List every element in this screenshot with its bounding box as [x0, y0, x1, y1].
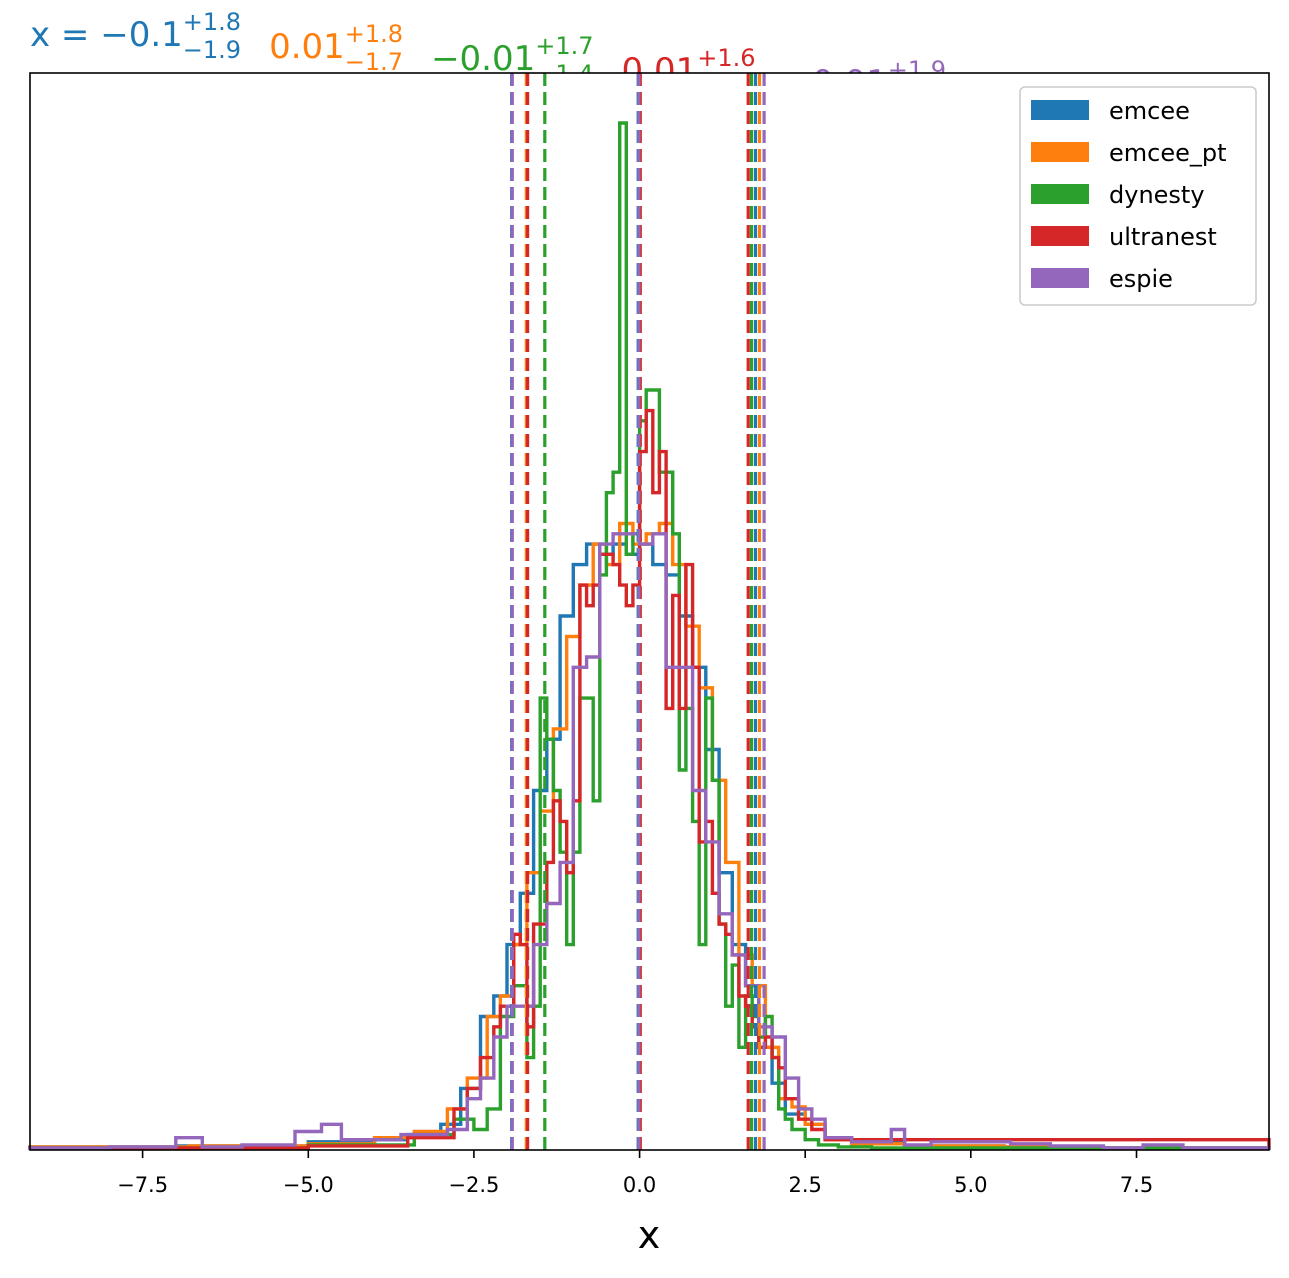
legend-label-emcee: emcee: [1109, 97, 1190, 125]
legend-swatch-espie: [1031, 268, 1089, 288]
x-tick-label: 0.0: [623, 1173, 656, 1197]
plot-frame: [29, 72, 1270, 1151]
series-espie: [28, 532, 1271, 1150]
x-tick-label: 5.0: [954, 1173, 987, 1197]
x-tick-label: −2.5: [448, 1173, 499, 1197]
title-upper-dynesty: +1.7: [535, 32, 593, 60]
x-tick-label: −7.5: [117, 1173, 168, 1197]
legend-swatch-ultranest: [1031, 226, 1089, 246]
title-prefix: x =: [30, 15, 100, 55]
legend-label-dynesty: dynesty: [1109, 181, 1205, 209]
legend-label-emcee_pt: emcee_pt: [1109, 139, 1227, 167]
series-dynesty: [28, 121, 1271, 1150]
title-upper-emcee: +1.8: [183, 8, 241, 36]
title-upper-emcee_pt: +1.8: [345, 20, 403, 48]
title-median-emcee_pt: 0.01: [269, 27, 345, 67]
legend-swatch-emcee_pt: [1031, 142, 1089, 162]
x-tick-label: −5.0: [283, 1173, 334, 1197]
legend-swatch-emcee: [1031, 100, 1089, 120]
x-axis-label: x: [638, 1213, 661, 1257]
quantile-lines: [510, 73, 766, 1150]
legend-swatch-dynesty: [1031, 184, 1089, 204]
title-median-emcee: −0.1: [100, 15, 183, 55]
legend-box: [1019, 86, 1257, 306]
legend-label-ultranest: ultranest: [1109, 223, 1217, 251]
legend-label-espie: espie: [1109, 265, 1173, 293]
histogram-espie: [28, 532, 1271, 1150]
x-tick-label: 7.5: [1120, 1173, 1153, 1197]
title-lower-emcee: −1.9: [183, 36, 241, 64]
title-upper-ultranest: +1.6: [697, 44, 755, 72]
x-tick-label: 2.5: [788, 1173, 821, 1197]
histogram-dynesty: [28, 121, 1271, 1150]
x-axis: −7.5 −5.0 −2.5 0.0 2.5 5.0 7.5: [117, 1150, 1153, 1197]
title-lower-emcee_pt: −1.7: [345, 48, 403, 76]
